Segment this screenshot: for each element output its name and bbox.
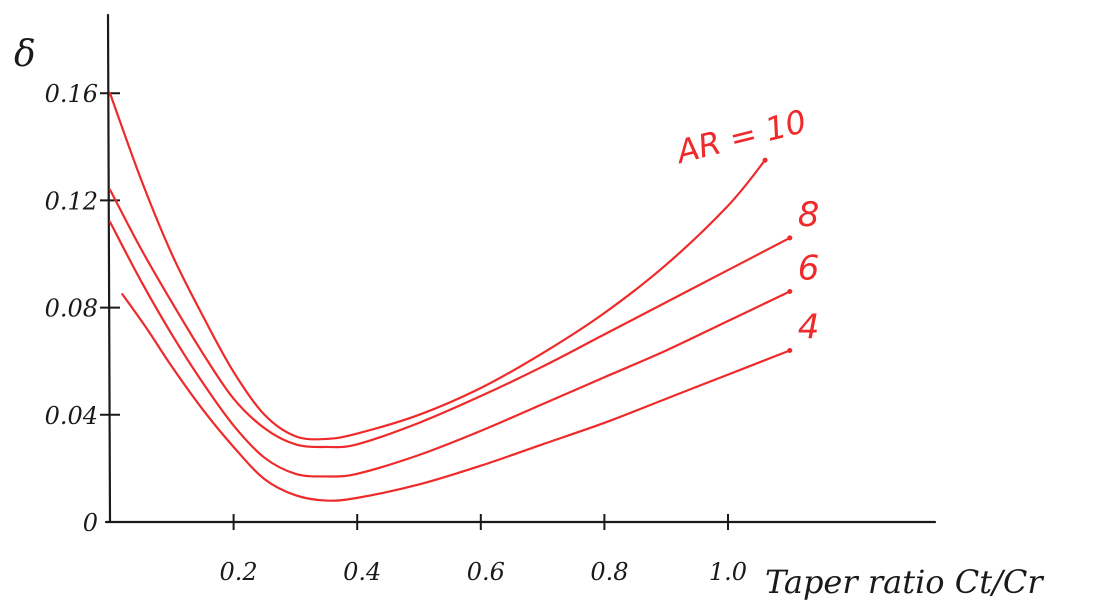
series-label: 8 xyxy=(798,195,820,235)
x-axis-label: Taper ratio Ct/Cr xyxy=(765,563,1044,601)
series-end-point xyxy=(787,348,792,353)
series-label: 4 xyxy=(798,307,820,347)
axes: δ Taper ratio Ct/Cr xyxy=(14,15,1044,601)
series-labels: AR = 10 8 6 4 xyxy=(671,102,820,347)
series-line xyxy=(110,190,790,447)
x-tick-label: 0.2 xyxy=(220,558,258,586)
y-axis-label: δ xyxy=(14,34,36,75)
series-end-point xyxy=(787,235,792,240)
series-line xyxy=(110,222,790,477)
y-axis xyxy=(108,15,110,522)
x-tick-label: 1.0 xyxy=(709,558,747,586)
series-end-point xyxy=(763,158,768,163)
x-tick-label: 0.8 xyxy=(590,558,628,586)
y-tick-label: 0.04 xyxy=(45,402,98,430)
series-line xyxy=(110,93,765,439)
y-tick-label: 0.16 xyxy=(45,80,98,108)
series-label: 6 xyxy=(798,249,820,289)
x-tick-label: 0.6 xyxy=(467,558,505,586)
series-label: AR = 10 xyxy=(671,102,810,171)
y-tick-label: 0.08 xyxy=(45,295,98,323)
series-end-point xyxy=(787,289,792,294)
series-line xyxy=(122,294,789,501)
y-tick-label: 0 xyxy=(83,509,98,537)
x-tick-label: 0.4 xyxy=(343,558,381,586)
y-tick-label: 0.12 xyxy=(45,187,98,215)
